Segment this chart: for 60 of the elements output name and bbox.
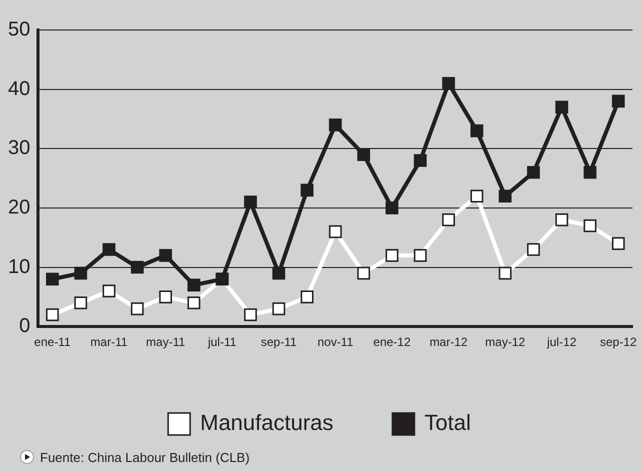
point: [357, 148, 370, 161]
point: [300, 290, 314, 304]
x-tick-label: ene-11: [34, 335, 71, 350]
point: [187, 278, 200, 292]
point: [470, 124, 484, 138]
point: [498, 266, 512, 280]
point: [244, 196, 257, 208]
point: [187, 296, 200, 310]
y-tick-label: 40: [8, 78, 30, 100]
point: [272, 266, 286, 280]
point: [527, 166, 540, 179]
x-tick-label: may-11: [146, 335, 186, 350]
source-note: Fuente: China Labour Bulletin (CLB): [40, 450, 250, 464]
point: [555, 213, 568, 226]
point: [612, 237, 625, 250]
x-tick-label: mar-12: [430, 335, 468, 350]
point: [328, 118, 342, 132]
point: [442, 76, 455, 90]
point: [130, 302, 144, 316]
y-tick-label: 10: [8, 256, 30, 278]
point: [612, 94, 625, 108]
point: [442, 213, 455, 226]
point: [498, 190, 512, 203]
y-tick-label: 50: [8, 18, 30, 41]
point: [102, 243, 116, 256]
point: [470, 190, 484, 203]
point: [130, 260, 144, 274]
point: [46, 272, 59, 286]
point: [584, 166, 596, 179]
point: [555, 100, 568, 114]
point: [244, 308, 257, 322]
point: [159, 249, 172, 262]
point: [159, 290, 172, 304]
point: [357, 266, 370, 280]
x-tick-label: mar-11: [90, 335, 128, 350]
y-tick-label: 0: [19, 315, 30, 338]
point: [414, 154, 427, 167]
point: [74, 296, 88, 310]
x-tick-label: may-12: [485, 335, 526, 350]
point: [386, 249, 398, 262]
point: [74, 266, 88, 280]
y-tick-label: 20: [8, 196, 30, 218]
x-tick-label: sep-12: [600, 335, 638, 350]
point: [328, 225, 342, 238]
y-tick-label: 30: [8, 137, 30, 160]
legend-label: Manufacturas: [200, 410, 334, 436]
point: [527, 243, 540, 256]
point: [414, 249, 427, 262]
point: [102, 284, 116, 298]
x-tick-label: sep-11: [260, 335, 297, 350]
x-tick-label: jul-11: [206, 335, 237, 350]
legend-label: Total: [424, 410, 471, 436]
point: [46, 308, 59, 322]
point: [386, 202, 398, 214]
point: [272, 302, 286, 316]
point: [584, 219, 596, 232]
x-tick-label: nov-11: [317, 335, 354, 350]
point: [300, 184, 314, 197]
x-tick-label: jul-12: [546, 335, 577, 350]
x-tick-label: ene-12: [373, 335, 411, 350]
